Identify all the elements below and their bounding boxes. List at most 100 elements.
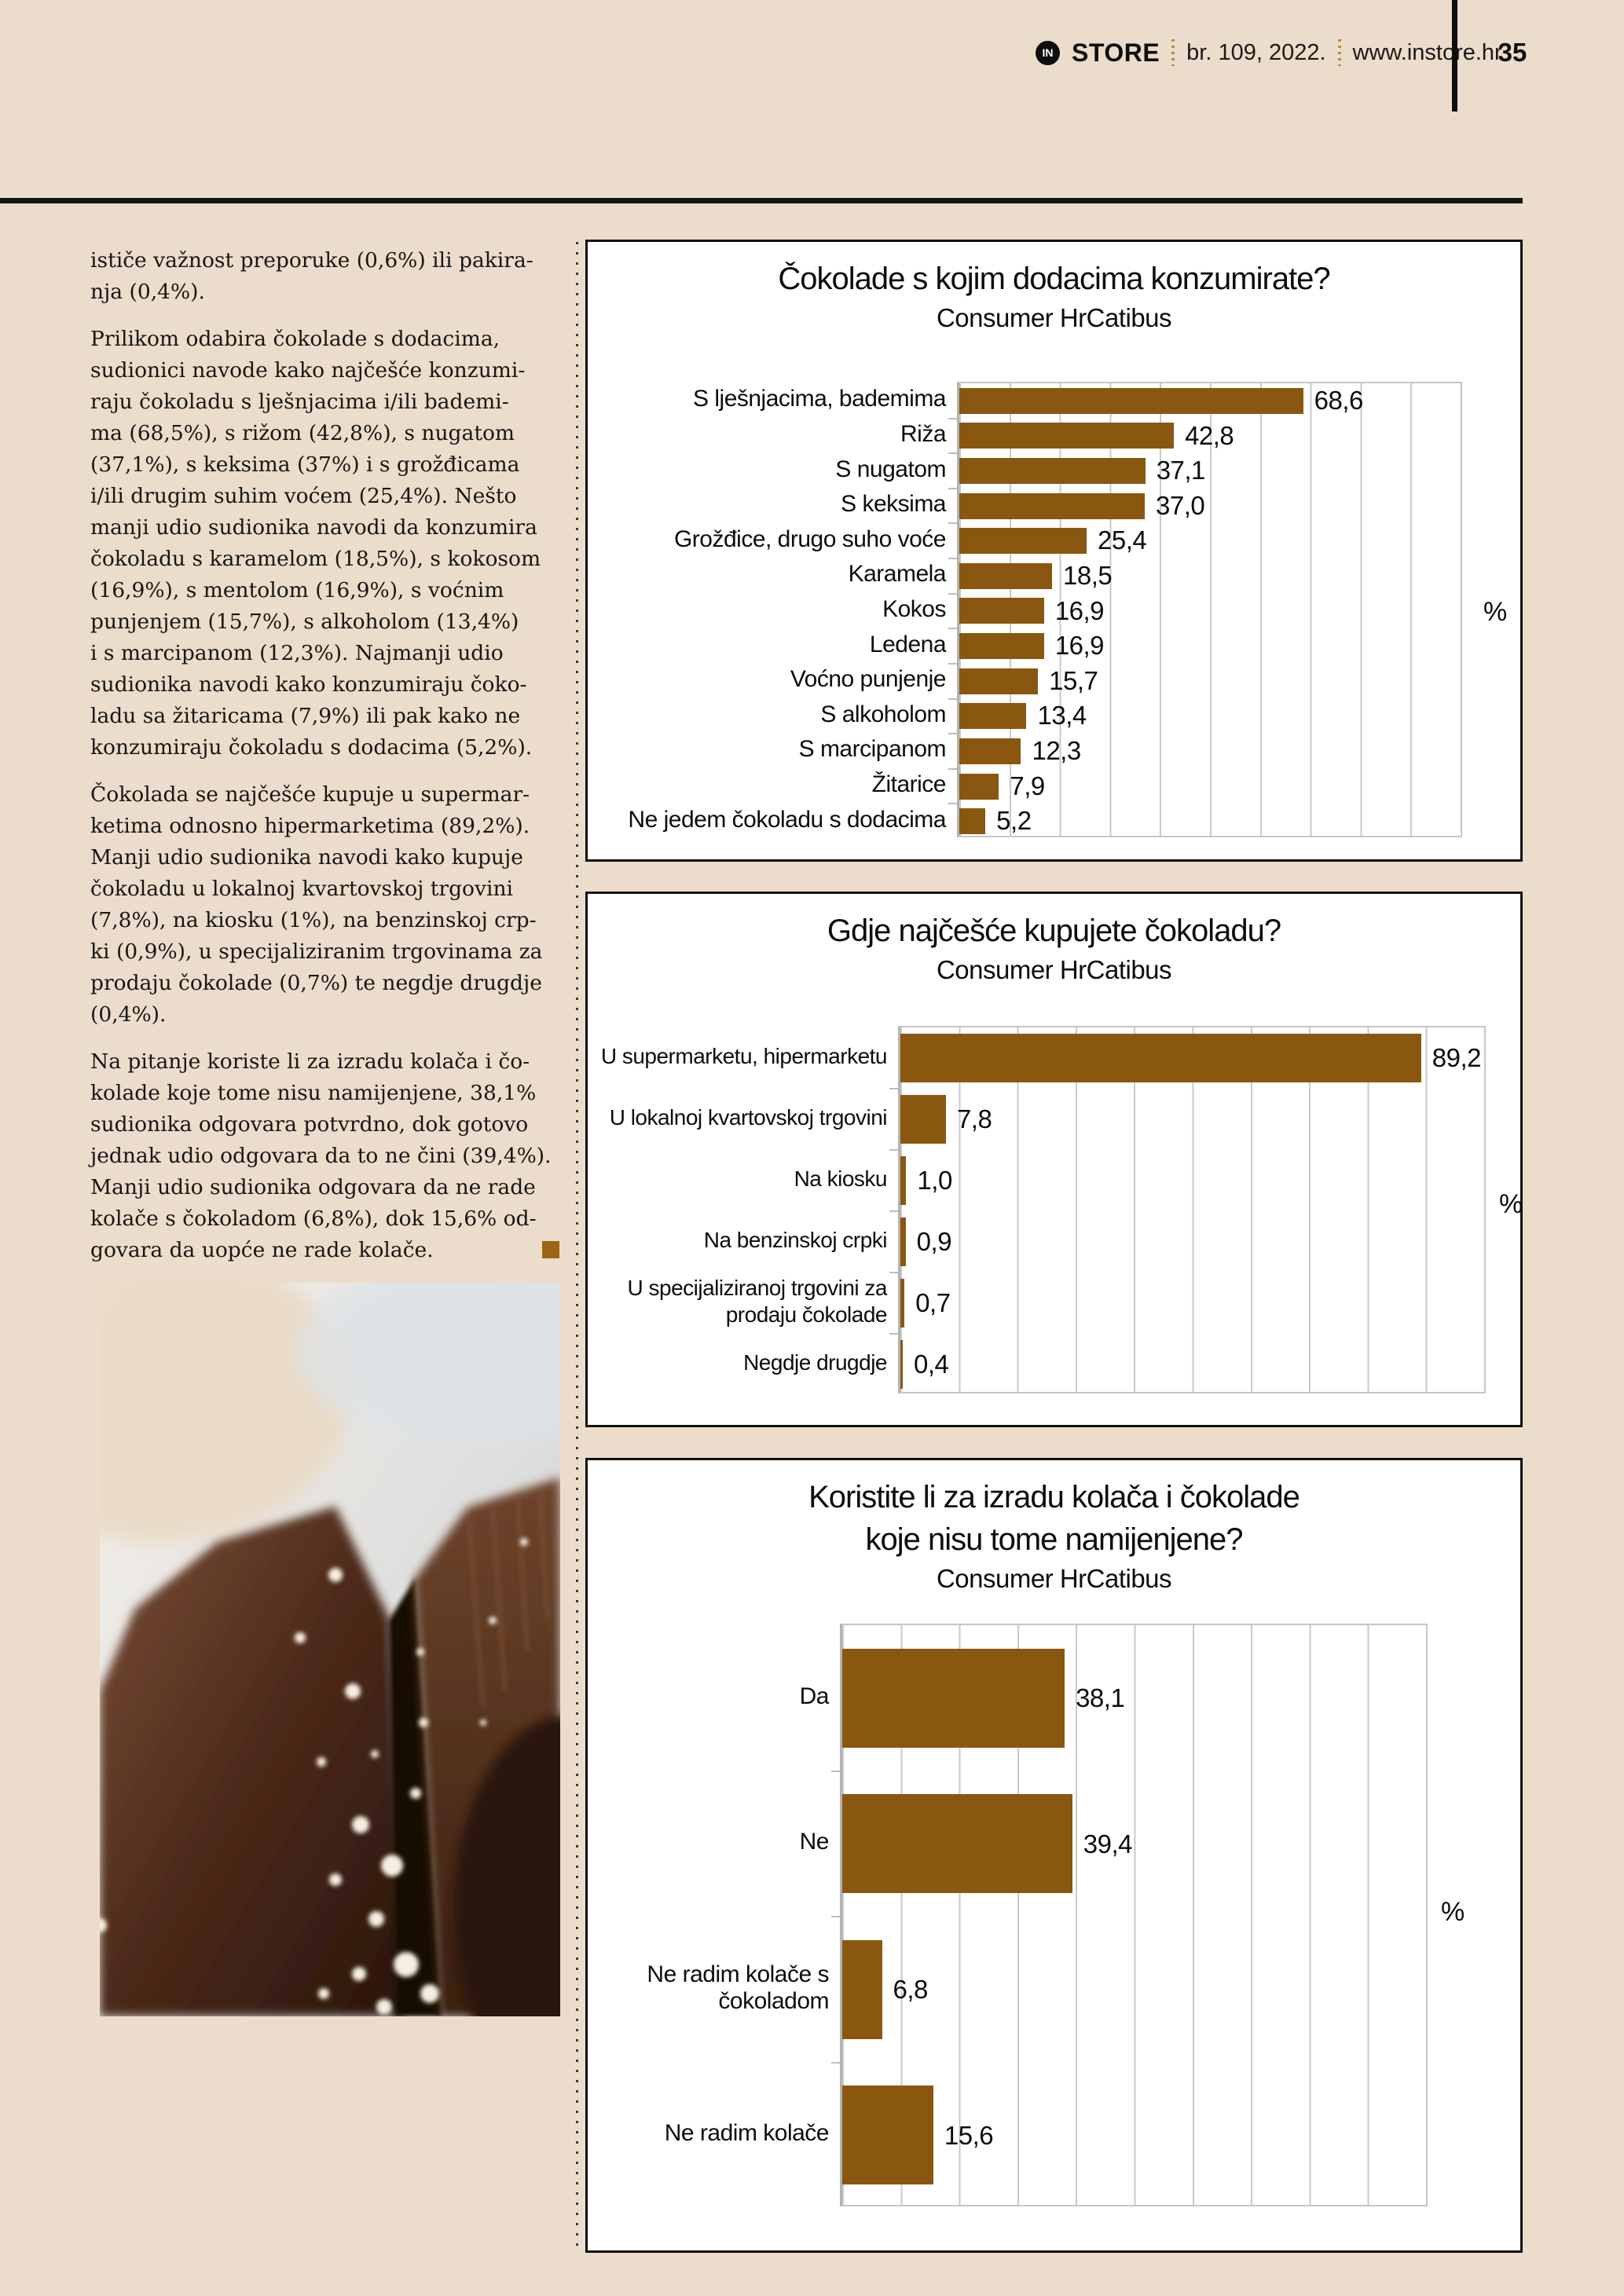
axis-tick	[831, 1916, 840, 1917]
axis-tick	[948, 487, 957, 489]
category-label: S keksima	[841, 491, 946, 518]
bar-row: 16,9	[959, 628, 1461, 664]
bar	[842, 1939, 882, 2039]
bar-row: 6,8	[842, 1917, 1426, 2063]
category-label: Ne radim kolače	[664, 2120, 830, 2147]
value-label: 15,7	[1049, 665, 1098, 695]
axis-tick	[948, 698, 957, 700]
bar-row: 0,7	[900, 1273, 1484, 1334]
category-label: S marcipanom	[798, 736, 947, 763]
bar	[959, 528, 1087, 555]
chart-subtitle: Consumer HrCatibus	[936, 1564, 1172, 1593]
chart-title: Koristite li za izradu kolača i čokolade…	[808, 1480, 1300, 1557]
value-label: 39,4	[1083, 1829, 1133, 1858]
issue-number: br. 109, 2022.	[1186, 39, 1326, 65]
bar	[959, 598, 1044, 624]
axis-tick	[948, 558, 957, 560]
bar	[842, 2085, 933, 2185]
bar-row: 0,4	[900, 1334, 1484, 1395]
bar	[959, 423, 1175, 449]
bar-row: 1,0	[900, 1150, 1484, 1211]
value-label: 25,4	[1098, 525, 1147, 555]
bar	[959, 562, 1053, 589]
value-label: 16,9	[1054, 595, 1105, 625]
bar	[959, 668, 1039, 694]
bar	[959, 458, 1146, 485]
value-label: 68,6	[1314, 386, 1364, 415]
bar-row: 42,8	[959, 419, 1461, 454]
bar	[900, 1095, 946, 1144]
chart-subtitle: Consumer HrCatibus	[936, 955, 1172, 984]
category-label: Na kiosku	[794, 1166, 888, 1191]
article-paragraph: Prilikom odabira čokolade s dodacima, su…	[90, 327, 541, 760]
bar-row: 13,4	[959, 698, 1461, 734]
bar-row: 37,1	[959, 453, 1461, 489]
bar-row: 39,4	[842, 1771, 1426, 1917]
instore-logo-text: IN	[1042, 46, 1054, 59]
category-label: Ne jedem čokoladu s dodacima	[628, 806, 946, 833]
top-rule	[0, 198, 1523, 203]
axis-tick	[948, 452, 957, 455]
bar	[959, 773, 999, 800]
bar-row: 15,7	[959, 664, 1461, 699]
category-labels: S lješnjacima, bademima Riža S nugatom S ke…	[597, 382, 946, 837]
chart-title: Gdje najčešće kupujete čokoladu?	[827, 914, 1281, 948]
dotted-separator-icon	[1171, 39, 1175, 66]
category-label: Negdje drugdje	[743, 1350, 887, 1375]
instore-logo-icon: IN	[1036, 40, 1060, 65]
category-label: Ledena	[869, 631, 947, 657]
category-label: Žitarice	[871, 771, 947, 797]
axis-tick	[948, 767, 957, 770]
axis-tick	[831, 1770, 840, 1772]
value-label: 18,5	[1063, 561, 1113, 591]
bar	[842, 1794, 1072, 1894]
value-label: 16,9	[1054, 631, 1105, 661]
bar-row: 38,1	[842, 1625, 1426, 1771]
axis-tick	[889, 1149, 898, 1151]
bar	[900, 1340, 903, 1389]
axis-tick	[889, 1272, 898, 1273]
axis-tick	[889, 1333, 898, 1335]
bar	[842, 1648, 1065, 1748]
bar	[959, 493, 1146, 519]
corner-bar	[1452, 0, 1457, 112]
website-url: www.instore.hr	[1352, 39, 1502, 65]
bar	[900, 1034, 1421, 1082]
value-label: 38,1	[1076, 1683, 1125, 1712]
article-paragraph: Čokolada se najčešće kupuje u supermar- …	[90, 782, 543, 1027]
plot-area: 38,1 39,4 6,8 15,6	[831, 1624, 1428, 2206]
chart-title: Čokolade s kojim dodacima konzumirate?	[778, 262, 1330, 296]
category-label: Da	[799, 1683, 830, 1709]
axis-tick	[948, 522, 957, 525]
category-label: S nugatom	[835, 456, 946, 482]
dotted-separator-icon	[1337, 39, 1341, 66]
axis-tick	[889, 1210, 898, 1212]
x-axis-label: %	[1441, 1897, 1465, 1927]
plot-area: 68,6 42,8 37,1 37,0 25,4 18,5 16,9 16,9 15,7 13,4…	[948, 382, 1462, 837]
axis-tick	[948, 628, 957, 630]
axis-tick	[948, 803, 957, 805]
value-label: 7,9	[1010, 771, 1045, 800]
value-label: 37,1	[1156, 456, 1206, 485]
article-paragraph: Na pitanje koriste li za izradu kolača i…	[90, 1049, 552, 1262]
column-divider	[576, 242, 578, 2253]
page-number: 35	[1498, 38, 1527, 67]
bar	[959, 738, 1021, 764]
bar-row: 16,9	[959, 594, 1461, 629]
bar	[959, 633, 1044, 660]
value-label: 13,4	[1037, 701, 1087, 731]
category-label: S alkoholom	[820, 701, 946, 727]
category-label: Na benzinskoj crpki	[703, 1228, 888, 1252]
bar-row: 68,6	[959, 383, 1461, 419]
axis-tick	[948, 662, 957, 665]
x-axis-label: %	[1499, 1189, 1523, 1219]
category-label: U specijaliziranoj trgovini za prodaju č…	[627, 1276, 888, 1327]
value-label: 7,8	[956, 1104, 992, 1133]
bar-row: 0,9	[900, 1211, 1484, 1273]
value-label: 42,8	[1185, 420, 1234, 450]
category-label: Ne radim kolače s čokoladom	[647, 1961, 829, 2014]
category-label: Voćno punjenje	[790, 666, 947, 693]
category-label: Kokos	[882, 595, 946, 622]
bar-row: 89,2	[900, 1027, 1484, 1089]
